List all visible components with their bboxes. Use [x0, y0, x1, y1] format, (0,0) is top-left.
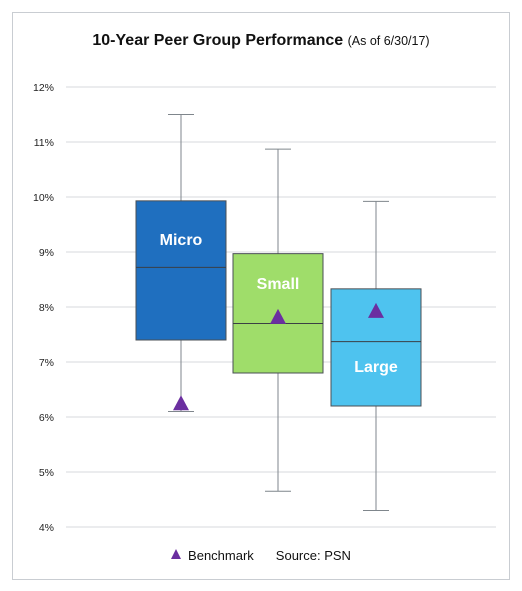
chart-legend: Benchmark Source: PSN — [0, 548, 522, 563]
y-tick-label: 5% — [39, 467, 54, 479]
micro-box-label: Micro — [160, 232, 203, 249]
micro-benchmark-marker — [173, 395, 189, 411]
small-benchmark-marker — [270, 308, 286, 324]
source-label: Source: PSN — [275, 548, 351, 563]
y-tick-label: 12% — [33, 82, 54, 94]
chart-title-main: 10-Year Peer Group Performance — [92, 32, 344, 49]
small-box-label: Small — [257, 276, 300, 293]
chart-title-subtitle: (As of 6/30/17) — [347, 34, 430, 48]
y-tick-label: 6% — [39, 412, 54, 424]
legend-benchmark-label: Benchmark — [188, 548, 254, 563]
large-benchmark-marker — [368, 302, 384, 318]
chart-title: 10-Year Peer Group Performance (As of 6/… — [0, 32, 522, 50]
y-tick-label: 9% — [39, 247, 54, 259]
large-box-label: Large — [354, 359, 398, 376]
y-tick-label: 8% — [39, 302, 54, 314]
y-tick-label: 7% — [39, 357, 54, 369]
y-tick-label: 11% — [34, 137, 54, 149]
micro-box — [135, 200, 227, 341]
benchmark-triangle-icon — [171, 549, 182, 559]
y-tick-label: 10% — [33, 192, 54, 204]
y-tick-label: 4% — [39, 522, 54, 534]
